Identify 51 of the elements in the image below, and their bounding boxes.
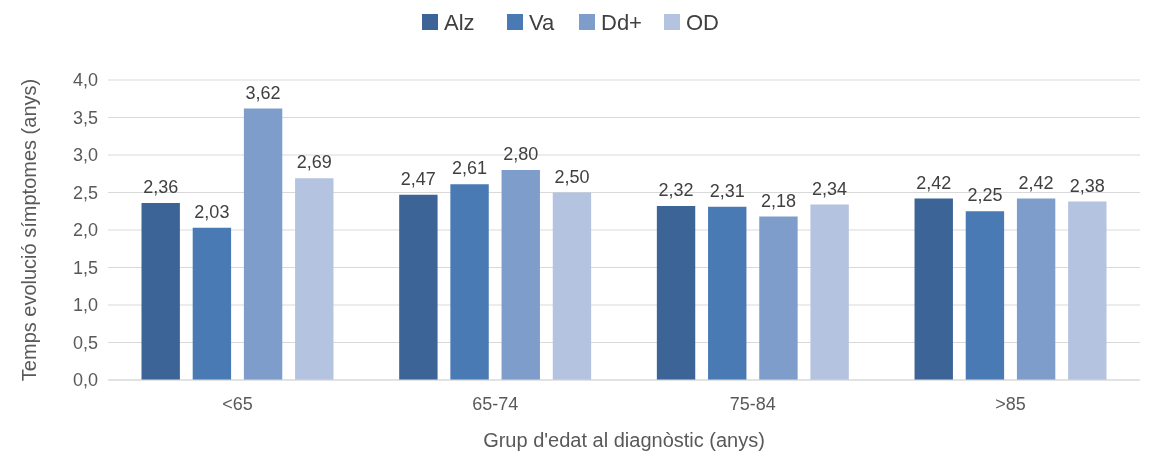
y-tick-label: 0,0 (72, 370, 98, 391)
data-label: 2,80 (503, 144, 539, 164)
bar (399, 194, 438, 380)
bar (295, 178, 334, 380)
bar (450, 184, 489, 380)
y-tick-label: 1,0 (72, 295, 98, 316)
bar (810, 204, 849, 380)
legend-label: Dd+ (601, 9, 642, 35)
bar (552, 192, 592, 380)
x-tick-label: >85 (995, 394, 1026, 414)
bar (965, 211, 1005, 380)
bar (501, 170, 540, 380)
y-tick-label: 3,0 (72, 145, 98, 166)
bar (1016, 198, 1056, 380)
bar (141, 203, 180, 380)
x-axis-title: Grup d'edat al diagnòstic (anys) (483, 429, 765, 451)
data-label: 2,34 (812, 178, 848, 199)
y-tick-label: 4,0 (72, 70, 98, 91)
data-label: 3,62 (245, 82, 281, 103)
y-tick-label: 3,5 (72, 107, 98, 128)
data-label: 2,47 (400, 168, 436, 189)
data-label: 2,36 (143, 177, 179, 197)
x-tick-label: 65-74 (472, 394, 519, 414)
data-label: 2,31 (709, 180, 745, 201)
data-label: 2,32 (658, 180, 694, 200)
data-label: 2,03 (194, 201, 230, 222)
y-axis-title: Temps evolució símptomes (anys) (18, 78, 40, 382)
bar (243, 108, 283, 380)
data-label: 2,25 (967, 185, 1003, 206)
data-label: 2,50 (554, 166, 590, 187)
bar (1068, 201, 1107, 380)
data-label: 2,69 (296, 152, 332, 173)
data-label: 2,42 (916, 172, 952, 193)
bar (708, 206, 747, 380)
legend-label: Alz (444, 9, 475, 35)
data-label: 2,18 (760, 190, 796, 211)
y-tick-label: 0,5 (72, 332, 98, 353)
y-tick-label: 2,5 (72, 182, 98, 203)
y-tick-label: 2,0 (72, 220, 98, 241)
bar (192, 227, 232, 380)
x-tick-label: 75-84 (729, 394, 776, 414)
data-label: 2,61 (452, 158, 488, 179)
bar (656, 206, 696, 380)
data-label: 2,42 (1018, 172, 1054, 193)
bar (914, 198, 953, 380)
bar (759, 216, 798, 380)
x-tick-label: <65 (222, 394, 253, 414)
legend-label: Va (529, 9, 556, 35)
y-tick-label: 1,5 (72, 257, 98, 278)
legend-label: OD (686, 9, 719, 35)
data-label: 2,38 (1069, 175, 1105, 196)
